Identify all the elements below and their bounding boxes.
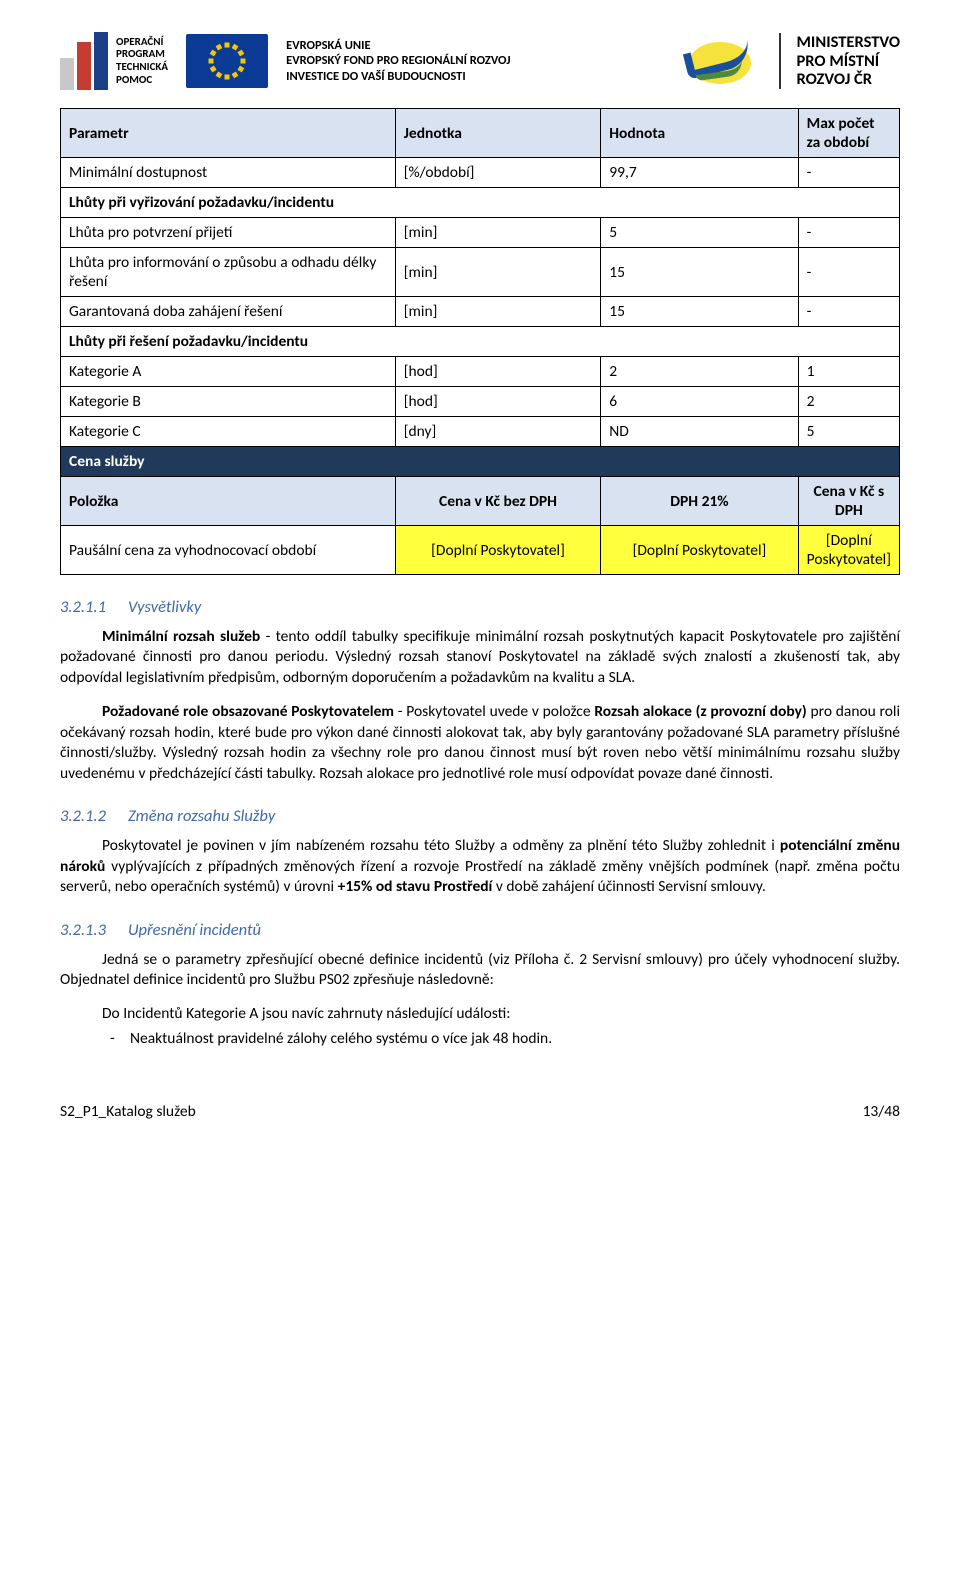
th-dph: DPH 21%	[601, 477, 798, 526]
eu-line3: INVESTICE DO VAŠÍ BUDOUCNOSTI	[286, 69, 510, 85]
heading-3211: 3.2.1.1 Vysvětlivky	[60, 597, 900, 617]
cell: Lhůta pro potvrzení přijetí	[61, 218, 396, 248]
polozka-header-row: Položka Cena v Kč bez DPH DPH 21% Cena v…	[61, 477, 900, 526]
cell: [dny]	[395, 417, 600, 447]
text: Do Incidentů Kategorie A jsou navíc zahr…	[102, 1004, 510, 1023]
mmr-text: MINISTERSTVO PRO MÍSTNÍ ROZVOJ ČR	[779, 33, 900, 90]
heading-num: 3.2.1.3	[60, 920, 106, 940]
footer-right: 13/48	[863, 1102, 900, 1121]
polozka-row: Paušální cena za vyhodnocovací období [D…	[61, 526, 900, 575]
heading-text: Změna rozsahu Služby	[128, 806, 275, 826]
cell: 99,7	[601, 158, 798, 188]
th-cena-bez: Cena v Kč bez DPH	[395, 477, 600, 526]
heading-3212: 3.2.1.2 Změna rozsahu Služby	[60, 806, 900, 826]
footer-left: S2_P1_Katalog služeb	[60, 1102, 196, 1121]
cell: 1	[798, 357, 899, 387]
mmr-line2: PRO MÍSTNÍ	[797, 52, 900, 71]
list-item: Neaktuálnost pravidelné zálohy celého sy…	[130, 1029, 900, 1048]
heading-text: Upřesnění incidentů	[128, 920, 261, 940]
cell: 15	[601, 248, 798, 297]
eu-flag-icon	[186, 34, 268, 88]
paragraph: Do Incidentů Kategorie A jsou navíc zahr…	[102, 1004, 900, 1024]
cell: -	[798, 218, 899, 248]
mmr-line1: MINISTERSTVO	[797, 33, 900, 52]
cell: 5	[601, 218, 798, 248]
op-bars-icon	[60, 32, 108, 90]
cena-sluzby-label: Cena služby	[61, 447, 900, 477]
strong: +15% od stavu Prostředí	[338, 877, 493, 896]
section-row: Lhůty při řešení požadavku/incidentu	[61, 327, 900, 357]
paragraph: Požadované role obsazované Poskytovatele…	[60, 702, 900, 784]
cell: -	[798, 158, 899, 188]
cell: -	[798, 297, 899, 327]
header-logos: OPERAČNÍ PROGRAM TECHNICKÁ POMOC EVROPSK…	[60, 32, 900, 90]
heading-text: Vysvětlivky	[128, 597, 201, 617]
swirl-icon	[683, 34, 761, 88]
cell: [hod]	[395, 387, 600, 417]
text: v době zahájení účinnosti Servisní smlou…	[492, 877, 765, 896]
cell-placeholder: [Doplní Poskytovatel]	[798, 526, 899, 575]
eu-line1: EVROPSKÁ UNIE	[286, 38, 510, 54]
cell: [min]	[395, 297, 600, 327]
paragraph: Minimální rozsah služeb - tento oddíl ta…	[60, 627, 900, 688]
th-maxpocet: Max počet za období	[798, 109, 899, 158]
logo-op: OPERAČNÍ PROGRAM TECHNICKÁ POMOC	[60, 32, 168, 90]
th-parametr: Parametr	[61, 109, 396, 158]
heading-num: 3.2.1.2	[60, 806, 106, 826]
page-footer: S2_P1_Katalog služeb 13/48	[60, 1102, 900, 1121]
cell: Garantovaná doba zahájení řešení	[61, 297, 396, 327]
th-hodnota: Hodnota	[601, 109, 798, 158]
table-row: Lhůta pro informování o způsobu a odhadu…	[61, 248, 900, 297]
paragraph: Poskytovatel je povinen v jím nabízeném …	[60, 836, 900, 897]
cell: [min]	[395, 248, 600, 297]
cell: [hod]	[395, 357, 600, 387]
section-label: Lhůty při vyřizování požadavku/incidentu	[61, 188, 900, 218]
strong: Rozsah alokace (z provozní doby)	[594, 702, 806, 721]
table-row: Kategorie B [hod] 6 2	[61, 387, 900, 417]
parametr-table: Parametr Jednotka Hodnota Max počet za o…	[60, 108, 900, 575]
cell-placeholder: [Doplní Poskytovatel]	[395, 526, 600, 575]
cell: Minimální dostupnost	[61, 158, 396, 188]
cell: 5	[798, 417, 899, 447]
cell: Paušální cena za vyhodnocovací období	[61, 526, 396, 575]
cell: Kategorie C	[61, 417, 396, 447]
eu-line2: EVROPSKÝ FOND PRO REGIONÁLNÍ ROZVOJ	[286, 53, 510, 69]
table-row: Minimální dostupnost [%/období] 99,7 -	[61, 158, 900, 188]
text: Jedná se o parametry zpřesňující obecné …	[60, 950, 900, 989]
bullet-list: Neaktuálnost pravidelné zálohy celého sy…	[60, 1029, 900, 1048]
cell: 15	[601, 297, 798, 327]
section-row: Lhůty při vyřizování požadavku/incidentu	[61, 188, 900, 218]
cell: Kategorie A	[61, 357, 396, 387]
op-text: OPERAČNÍ PROGRAM TECHNICKÁ POMOC	[116, 36, 168, 87]
section-label: Lhůty při řešení požadavku/incidentu	[61, 327, 900, 357]
mmr-line3: ROZVOJ ČR	[797, 70, 900, 89]
text: - Poskytovatel uvede v položce	[394, 702, 594, 721]
eu-text: EVROPSKÁ UNIE EVROPSKÝ FOND PRO REGIONÁL…	[286, 38, 510, 85]
th-cena-s: Cena v Kč s DPH	[798, 477, 899, 526]
table-row: Kategorie C [dny] ND 5	[61, 417, 900, 447]
cell: 6	[601, 387, 798, 417]
heading-num: 3.2.1.1	[60, 597, 106, 617]
th-jednotka: Jednotka	[395, 109, 600, 158]
text: Poskytovatel je povinen v jím nabízeném …	[102, 836, 780, 855]
strong: Minimální rozsah služeb	[102, 627, 260, 646]
cell: [%/období]	[395, 158, 600, 188]
cell: 2	[798, 387, 899, 417]
cell: Kategorie B	[61, 387, 396, 417]
table-header-row: Parametr Jednotka Hodnota Max počet za o…	[61, 109, 900, 158]
table-row: Kategorie A [hod] 2 1	[61, 357, 900, 387]
strong: Požadované role obsazované Poskytovatele…	[102, 702, 394, 721]
cell: [min]	[395, 218, 600, 248]
cena-sluzby-row: Cena služby	[61, 447, 900, 477]
heading-3213: 3.2.1.3 Upřesnění incidentů	[60, 920, 900, 940]
cell: ND	[601, 417, 798, 447]
cell: 2	[601, 357, 798, 387]
cell-placeholder: [Doplní Poskytovatel]	[601, 526, 798, 575]
th-polozka: Položka	[61, 477, 396, 526]
paragraph: Jedná se o parametry zpřesňující obecné …	[60, 950, 900, 991]
cell: -	[798, 248, 899, 297]
table-row: Garantovaná doba zahájení řešení [min] 1…	[61, 297, 900, 327]
table-row: Lhůta pro potvrzení přijetí [min] 5 -	[61, 218, 900, 248]
cell: Lhůta pro informování o způsobu a odhadu…	[61, 248, 396, 297]
